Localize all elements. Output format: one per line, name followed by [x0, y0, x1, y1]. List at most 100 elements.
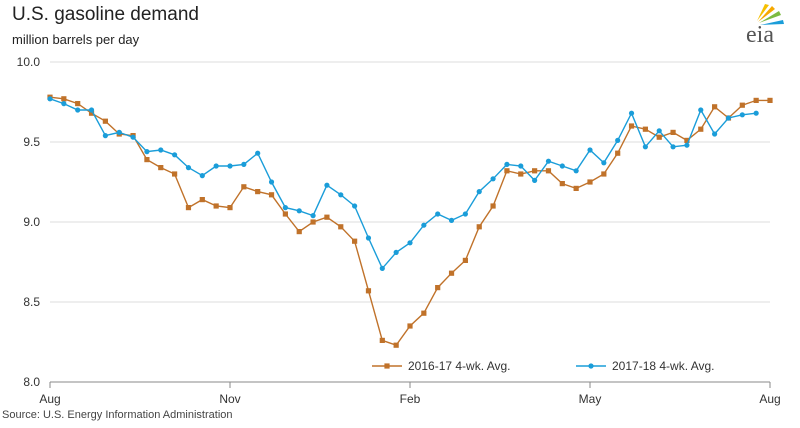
data-point	[172, 152, 178, 158]
legend-swatch-marker	[588, 363, 594, 369]
data-point	[656, 134, 662, 140]
data-point	[684, 137, 690, 143]
data-point	[601, 160, 607, 166]
data-point	[324, 182, 330, 188]
chart-legend: 2016-17 4-wk. Avg. 2017-18 4-wk. Avg.	[372, 359, 715, 373]
data-point	[61, 101, 67, 107]
y-tick-label: 10.0	[17, 55, 41, 69]
data-point	[545, 168, 552, 174]
data-point	[421, 310, 427, 316]
data-point	[185, 205, 192, 211]
data-point	[615, 150, 621, 156]
data-point	[282, 205, 288, 211]
data-point	[241, 161, 247, 167]
data-point	[158, 147, 164, 153]
data-point	[559, 163, 565, 169]
data-point	[476, 189, 482, 195]
data-point	[296, 208, 302, 214]
data-point	[116, 129, 122, 135]
data-point	[670, 129, 676, 135]
data-point	[642, 144, 648, 150]
data-point	[421, 222, 427, 228]
y-tick-label: 8.0	[23, 375, 40, 389]
data-point	[435, 211, 441, 217]
data-point	[712, 131, 718, 137]
data-point	[656, 128, 662, 134]
legend-swatch-marker	[384, 363, 390, 369]
data-point	[490, 176, 496, 182]
data-point	[698, 107, 704, 113]
data-point	[642, 126, 648, 132]
data-point	[559, 181, 565, 187]
data-point	[144, 157, 150, 163]
data-point	[628, 123, 635, 129]
y-tick-label: 8.5	[23, 295, 40, 309]
grid-lines	[50, 61, 770, 383]
x-tick-label: Aug	[39, 392, 60, 406]
data-point	[739, 102, 745, 108]
logo-sun-icon	[757, 4, 784, 25]
data-point	[407, 240, 413, 246]
data-point	[573, 168, 579, 174]
x-tick-label: May	[579, 392, 602, 406]
chart-title: U.S. gasoline demand	[12, 4, 199, 25]
data-point	[338, 224, 344, 230]
data-point	[532, 177, 538, 183]
data-point	[379, 265, 385, 271]
data-point	[172, 171, 178, 177]
data-point	[338, 192, 344, 198]
data-point	[352, 203, 358, 209]
data-point	[365, 235, 372, 241]
data-point	[365, 288, 372, 294]
data-point	[75, 101, 81, 107]
data-point	[545, 158, 552, 164]
data-point	[753, 97, 759, 103]
data-point	[448, 270, 455, 276]
chart-axes: 8.0 8.5 9.0 9.5 10.0 Aug Nov Feb May Aug	[17, 55, 781, 406]
data-point	[324, 214, 330, 220]
y-tick-label: 9.0	[23, 215, 40, 229]
data-point	[102, 118, 108, 124]
eia-logo: eia	[746, 4, 784, 48]
data-point	[158, 165, 164, 171]
data-point	[476, 224, 482, 230]
data-point	[199, 173, 205, 179]
x-tick-label: Aug	[759, 392, 780, 406]
data-point	[282, 211, 288, 217]
data-point	[601, 171, 607, 177]
data-point	[296, 229, 302, 235]
data-point	[130, 134, 136, 140]
data-point	[310, 213, 316, 219]
data-point	[504, 168, 510, 174]
data-point	[712, 104, 718, 110]
data-point	[268, 192, 275, 198]
data-point	[490, 203, 496, 209]
legend-label: 2016-17 4-wk. Avg.	[408, 359, 511, 373]
data-point	[144, 149, 150, 155]
logo-text: eia	[746, 22, 774, 48]
legend-label: 2017-18 4-wk. Avg.	[612, 359, 715, 373]
data-point	[518, 171, 524, 177]
data-point	[102, 133, 108, 139]
chart-series	[47, 94, 773, 348]
data-point	[767, 97, 773, 103]
data-point	[213, 203, 219, 209]
data-point	[670, 144, 676, 150]
data-point	[199, 197, 205, 203]
data-point	[448, 217, 455, 223]
data-point	[352, 238, 358, 244]
data-point	[213, 163, 219, 169]
data-point	[684, 142, 690, 148]
data-point	[753, 110, 759, 116]
data-point	[435, 285, 441, 291]
data-point	[698, 126, 704, 132]
data-point	[462, 211, 468, 217]
data-point	[573, 185, 579, 191]
data-point	[241, 184, 247, 190]
y-tick-label: 9.5	[23, 135, 40, 149]
data-point	[393, 249, 399, 255]
data-point	[407, 323, 413, 329]
data-point	[88, 107, 95, 113]
data-point	[75, 107, 81, 113]
